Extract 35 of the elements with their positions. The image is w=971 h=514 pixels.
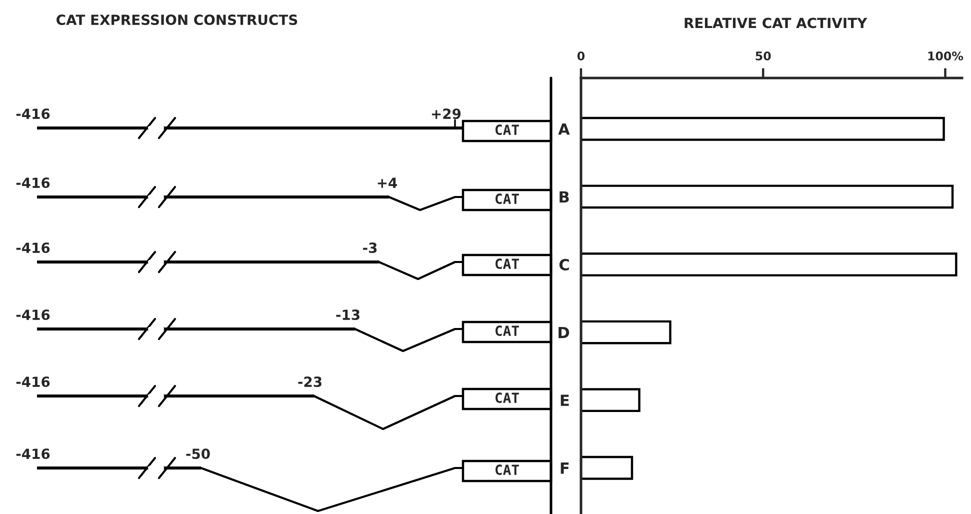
text: -416: [16, 242, 50, 254]
x-tick-label: 100%: [928, 52, 964, 60]
bar: [581, 388, 640, 412]
text: -416: [16, 376, 50, 388]
bar: [581, 320, 672, 344]
text: -416: [16, 448, 50, 460]
y-tick-label: B: [560, 191, 569, 202]
chart-title: RELATIVE CAT ACTIVITY: [684, 18, 868, 28]
text: CAT EXPRESSION CONSTRUCTS: [56, 14, 298, 26]
text: -3: [363, 242, 377, 254]
y-tick-label: F: [560, 462, 569, 474]
text: CAT: [495, 124, 519, 136]
x-tick-label: 0: [577, 52, 585, 60]
text: -416: [16, 108, 50, 120]
bar: [581, 252, 958, 276]
text: +4: [378, 178, 398, 188]
bar: [581, 456, 634, 480]
text: CAT: [495, 326, 519, 336]
y-tick-label: D: [558, 326, 570, 338]
text: -416: [16, 178, 50, 188]
text: CAT: [495, 194, 519, 204]
text: CAT: [495, 464, 519, 476]
bar: [581, 184, 954, 209]
text: -13: [336, 310, 360, 320]
y-tick-label: E: [560, 394, 569, 406]
text: +29: [432, 108, 461, 120]
text: -50: [186, 448, 210, 460]
text: -23: [298, 376, 322, 388]
x-tick-label: 50: [756, 52, 771, 60]
y-tick-label: C: [559, 258, 569, 270]
y-tick-label: A: [558, 124, 570, 135]
text: -416: [16, 310, 50, 320]
text: CAT: [495, 392, 519, 404]
bar: [581, 116, 945, 141]
text: CAT: [495, 258, 519, 270]
